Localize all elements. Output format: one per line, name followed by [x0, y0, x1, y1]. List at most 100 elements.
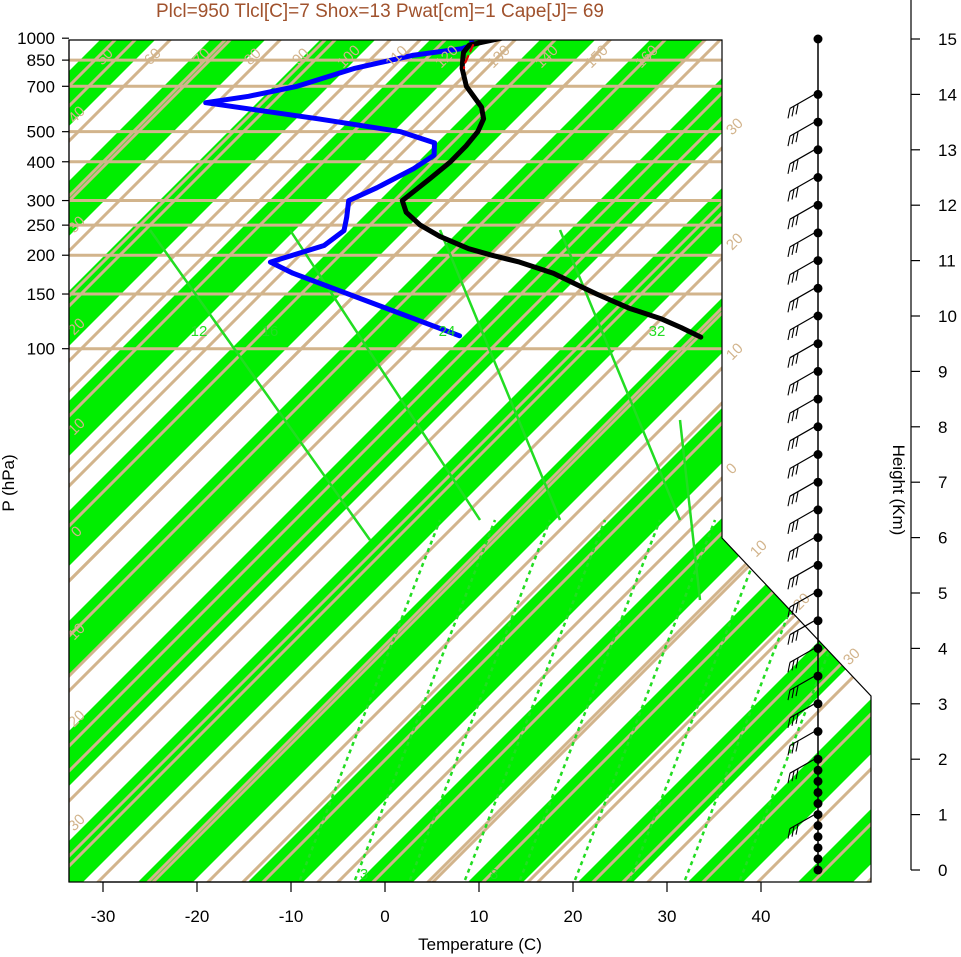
wind-barb-staff [789, 202, 819, 220]
wind-profile [787, 34, 823, 875]
wind-barb-staff [789, 590, 819, 608]
y-tick-label: 850 [27, 51, 55, 70]
isotherm-line [243, 40, 871, 882]
wind-barb-feather [787, 246, 791, 258]
wind-barb-feather [795, 353, 799, 364]
wind-level-dot [813, 821, 823, 831]
wind-barb-feather [787, 828, 791, 839]
wind-barb-feather [791, 466, 795, 477]
wind-barb-feather [795, 436, 799, 447]
wind-barb-feather [795, 215, 799, 226]
y-tick-label: 300 [27, 192, 55, 211]
adiabat-line [69, 40, 272, 882]
isotherm-line [69, 40, 267, 882]
wind-barb-feather [787, 302, 791, 313]
wind-barb-feather [795, 741, 799, 752]
x-tick-label: 0 [380, 907, 389, 926]
wind-barb-staff [789, 285, 819, 303]
x-tick-label: 20 [564, 907, 583, 926]
wind-barb-staff [789, 147, 819, 165]
height-tick-label: 15 [938, 30, 957, 49]
adiabat-line [69, 40, 747, 882]
height-tick-label: 2 [938, 750, 947, 769]
wind-barb-feather [791, 604, 795, 616]
wind-barb-feather [791, 189, 795, 200]
wind-barb-feather [795, 713, 799, 724]
wind-barb-staff [789, 673, 819, 691]
wind-barb-feather [791, 106, 795, 117]
adiabat-line [69, 40, 462, 882]
wind-barb-feather [795, 630, 799, 641]
y-tick-label: 700 [27, 77, 55, 96]
wind-level-dot [813, 799, 823, 809]
wind-barb-staff [789, 645, 819, 663]
isotherm-isobar-grid [69, 0, 961, 900]
height-tick-label: 6 [938, 529, 947, 548]
isotherm-line [573, 40, 871, 882]
y-tick-label: 400 [27, 153, 55, 172]
mixing-ratio-lines [148, 229, 871, 881]
isotherm-line [69, 40, 487, 882]
wind-barb-staff [789, 258, 819, 276]
adiabat-line [69, 40, 842, 882]
wind-barb-feather [787, 108, 791, 119]
wind-barb-feather [795, 298, 799, 309]
isotherm-line [69, 40, 707, 882]
wind-barb-feather [791, 217, 795, 228]
wind-barb-feather [795, 464, 799, 475]
isotherm-line [69, 40, 432, 882]
wind-level-dot [813, 854, 823, 864]
wind-barb-feather [795, 547, 799, 558]
wind-barb-feather [795, 492, 799, 503]
height-tick-label: 10 [938, 307, 957, 326]
height-tick-label: 0 [938, 861, 947, 880]
wind-barb-feather [787, 579, 791, 590]
mixing-ratio-line [678, 419, 702, 601]
wind-barb-feather [787, 191, 791, 202]
mixing-ratio-label: 8 [490, 866, 498, 883]
wind-barb-feather [795, 131, 799, 143]
isotherm-label: 10 [723, 340, 747, 364]
adiabat-line [69, 40, 367, 882]
height-tick-label: 4 [938, 639, 947, 658]
wind-barb-feather [791, 660, 795, 671]
wind-barb-feather [795, 602, 799, 614]
wind-barb-feather [791, 300, 795, 311]
wind-barb-staff [789, 701, 819, 719]
mixing-ratio-dashed-line [408, 519, 552, 881]
wind-barb-feather [791, 161, 795, 172]
mixing-ratio-line [288, 229, 482, 521]
height-axis-label: Height (Km) [889, 445, 908, 536]
wind-barb-feather [795, 685, 799, 697]
wind-barb-feather [791, 743, 795, 754]
isotherm-label: 30 [840, 645, 864, 669]
wind-barb-feather [795, 658, 799, 669]
height-tick-label: 7 [938, 473, 947, 492]
wind-barb-feather [787, 412, 791, 424]
mixing-ratio-label: 24 [439, 323, 456, 340]
x-tick-label: 40 [752, 907, 771, 926]
wind-barb-feather [795, 104, 799, 115]
wind-barb-feather [787, 662, 791, 673]
height-tick-label: 13 [938, 141, 957, 160]
isotherm-line [683, 40, 871, 882]
wind-barb-feather [787, 606, 791, 618]
wind-barb-feather [787, 551, 791, 562]
x-axis-label: Temperature (C) [418, 935, 542, 954]
wind-barb-staff [789, 756, 819, 774]
wind-barb-staff [789, 341, 819, 359]
wind-barb-feather [787, 357, 791, 368]
wind-barb-feather [791, 826, 795, 837]
wind-barb-staff [789, 812, 819, 830]
wind-level-dot [813, 843, 823, 853]
wind-level-dot [813, 865, 823, 875]
wind-barb-feather [795, 242, 799, 254]
wind-barb-feather [787, 745, 791, 756]
wind-barb-feather [787, 468, 791, 479]
wind-barb-staff [789, 174, 819, 193]
isotherm-line [905, 0, 961, 900]
wind-barb-staff [789, 91, 819, 109]
wind-barb-feather [787, 385, 791, 396]
isotherm-line [69, 40, 762, 882]
